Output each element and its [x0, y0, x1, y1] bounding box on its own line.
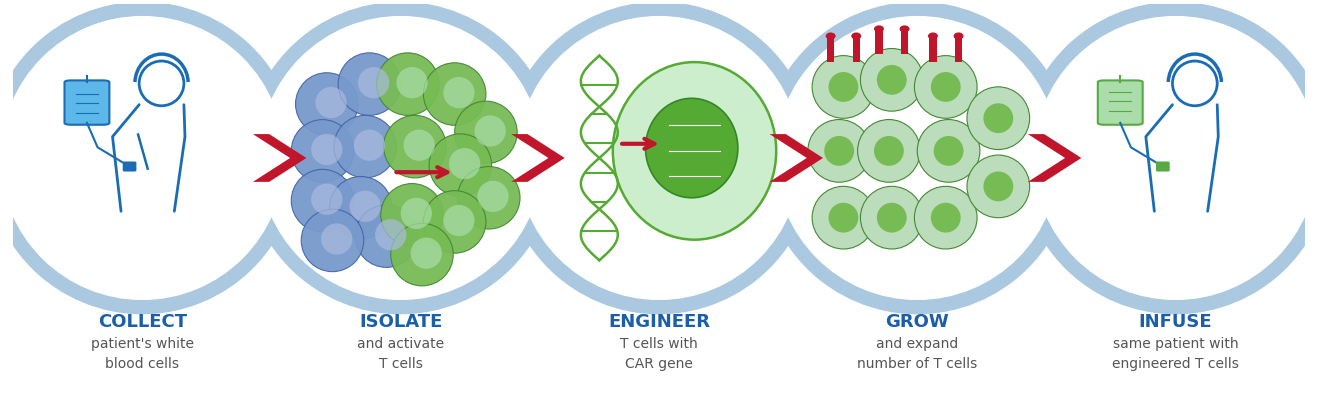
Text: same patient with
engineered T cells: same patient with engineered T cells	[1112, 337, 1239, 371]
Text: ISOLATE: ISOLATE	[358, 313, 443, 331]
Ellipse shape	[397, 67, 427, 98]
Ellipse shape	[411, 237, 442, 269]
Ellipse shape	[322, 223, 352, 255]
Polygon shape	[1028, 134, 1081, 182]
Ellipse shape	[443, 77, 474, 108]
Text: INFUSE: INFUSE	[1139, 313, 1213, 331]
Text: COLLECT: COLLECT	[98, 313, 187, 331]
Text: GROW: GROW	[886, 313, 949, 331]
FancyBboxPatch shape	[1156, 162, 1169, 171]
Bar	[828, 36, 834, 62]
Ellipse shape	[829, 203, 858, 233]
Ellipse shape	[384, 116, 445, 178]
Ellipse shape	[423, 191, 486, 253]
Ellipse shape	[915, 56, 977, 118]
Ellipse shape	[613, 62, 776, 240]
Ellipse shape	[900, 26, 909, 33]
Ellipse shape	[760, 2, 1074, 314]
FancyBboxPatch shape	[123, 162, 136, 171]
Ellipse shape	[477, 181, 509, 212]
Ellipse shape	[474, 116, 506, 147]
Ellipse shape	[403, 130, 435, 161]
Ellipse shape	[933, 136, 963, 166]
Ellipse shape	[258, 16, 543, 300]
FancyBboxPatch shape	[1098, 81, 1143, 125]
Polygon shape	[770, 134, 822, 182]
Ellipse shape	[876, 65, 907, 95]
Bar	[956, 36, 962, 62]
Ellipse shape	[829, 72, 858, 102]
Ellipse shape	[646, 98, 738, 198]
Ellipse shape	[874, 136, 904, 166]
Ellipse shape	[291, 119, 353, 182]
Ellipse shape	[812, 186, 875, 249]
Ellipse shape	[423, 63, 486, 125]
Polygon shape	[511, 134, 564, 182]
Ellipse shape	[457, 167, 521, 229]
Ellipse shape	[858, 119, 920, 182]
Ellipse shape	[931, 203, 961, 233]
Ellipse shape	[443, 205, 474, 236]
Ellipse shape	[1033, 16, 1318, 300]
Ellipse shape	[333, 116, 397, 178]
Ellipse shape	[825, 33, 836, 40]
Ellipse shape	[851, 33, 861, 40]
Ellipse shape	[353, 130, 385, 161]
Ellipse shape	[0, 16, 285, 300]
Ellipse shape	[0, 2, 299, 314]
Ellipse shape	[983, 171, 1014, 201]
Ellipse shape	[953, 33, 963, 40]
Ellipse shape	[330, 176, 393, 239]
Ellipse shape	[295, 73, 358, 135]
Ellipse shape	[928, 33, 938, 40]
Ellipse shape	[876, 203, 907, 233]
Text: and expand
number of T cells: and expand number of T cells	[857, 337, 978, 371]
Ellipse shape	[430, 134, 492, 196]
Text: T cells with
CAR gene: T cells with CAR gene	[621, 337, 697, 371]
Bar	[853, 36, 859, 62]
Bar	[929, 36, 937, 62]
Ellipse shape	[775, 16, 1060, 300]
Ellipse shape	[1019, 2, 1318, 314]
Text: patient's white
blood cells: patient's white blood cells	[91, 337, 194, 371]
Text: and activate
T cells: and activate T cells	[357, 337, 444, 371]
Ellipse shape	[967, 155, 1029, 218]
Ellipse shape	[339, 53, 401, 116]
Ellipse shape	[390, 223, 453, 286]
Ellipse shape	[315, 87, 347, 118]
Text: ENGINEER: ENGINEER	[608, 313, 710, 331]
Ellipse shape	[812, 56, 875, 118]
Ellipse shape	[931, 72, 961, 102]
Ellipse shape	[311, 134, 343, 165]
Bar	[875, 29, 883, 55]
Ellipse shape	[455, 101, 517, 163]
Ellipse shape	[861, 48, 923, 111]
Polygon shape	[253, 134, 306, 182]
Ellipse shape	[824, 136, 854, 166]
Ellipse shape	[291, 169, 353, 232]
Ellipse shape	[861, 186, 923, 249]
Ellipse shape	[377, 53, 439, 116]
FancyBboxPatch shape	[65, 81, 109, 125]
Ellipse shape	[302, 209, 364, 272]
Bar	[902, 29, 908, 55]
Ellipse shape	[244, 2, 558, 314]
Ellipse shape	[967, 87, 1029, 149]
Ellipse shape	[517, 16, 801, 300]
Ellipse shape	[358, 67, 389, 98]
Ellipse shape	[917, 119, 979, 182]
Ellipse shape	[915, 186, 977, 249]
Ellipse shape	[983, 103, 1014, 133]
Ellipse shape	[356, 205, 418, 267]
Ellipse shape	[381, 184, 443, 246]
Ellipse shape	[874, 26, 884, 33]
Ellipse shape	[401, 198, 432, 229]
Ellipse shape	[311, 184, 343, 215]
Ellipse shape	[449, 148, 480, 179]
Ellipse shape	[502, 2, 816, 314]
Ellipse shape	[349, 191, 381, 222]
Ellipse shape	[808, 119, 870, 182]
Ellipse shape	[376, 219, 406, 250]
